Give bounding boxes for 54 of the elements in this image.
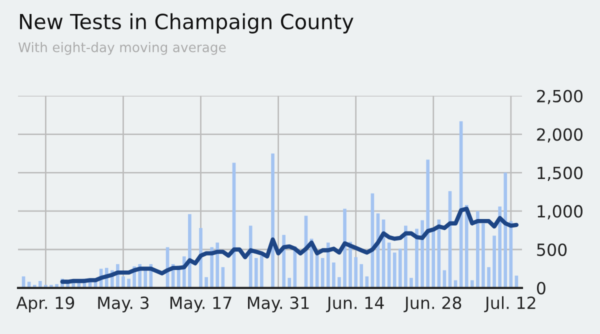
bar [248,226,252,288]
bar [122,276,125,288]
bar [260,256,264,288]
bar [476,211,480,288]
y-tick-label: 1,500 [538,166,582,181]
y-tick-label: 2,500 [537,90,582,104]
bar [398,248,402,288]
bar [188,214,192,288]
y-tick-label: 500 [537,243,567,256]
bar [204,277,208,288]
y-tick-label: 1,000 [538,205,582,220]
bar [254,258,258,288]
x-tick-label: Jun. 28 [404,296,462,312]
bar [420,220,424,288]
bar [199,228,202,288]
bar [320,258,324,288]
bar [426,160,430,288]
chart-subtitle: With eight-day moving average [18,42,226,55]
bar [332,262,336,288]
chart-title: New Tests in Champaign County [20,13,354,34]
bar [338,277,341,288]
bar [271,153,274,288]
x-tick-label: Apr. 19 [16,296,74,312]
x-tick-label: May. 3 [98,296,149,312]
x-tick-label: May. 31 [248,296,309,312]
bar [410,278,413,288]
y-tick-label: 2,000 [537,128,582,143]
bar [432,230,436,288]
bar [404,226,408,288]
bar [38,280,42,288]
bar [282,234,286,288]
bar [392,252,396,288]
bar [210,247,214,288]
bar [360,264,364,288]
line-series [60,206,519,284]
bar [504,172,508,288]
bar [487,267,490,288]
bar [127,278,130,288]
x-tick-label: Jul. 12 [484,296,536,312]
bar [348,242,352,288]
bar [464,204,468,288]
bar [470,280,474,288]
bar [343,208,346,288]
bar [354,257,358,288]
bar [288,278,292,288]
bar [498,206,502,288]
bar [482,223,485,288]
bar [492,236,496,288]
bar [326,242,330,288]
x-tick-label: May. 17 [170,296,232,312]
bar [415,228,418,288]
y-tick-label: 0 [536,282,546,294]
x-tick-label: Jun. 14 [326,296,384,312]
bar [216,242,220,288]
